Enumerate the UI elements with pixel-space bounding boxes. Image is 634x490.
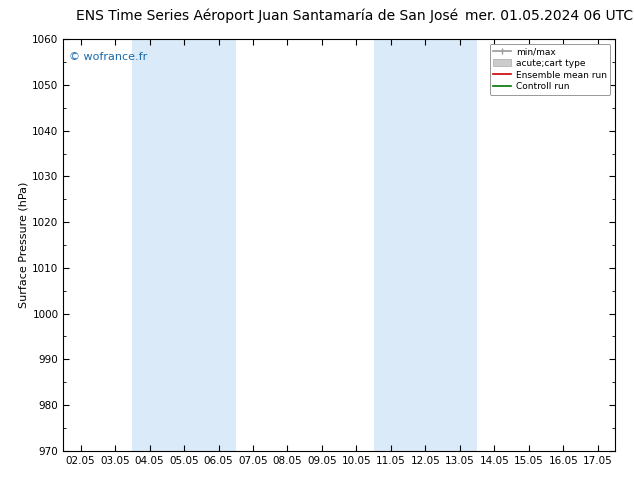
Bar (133, 39, 236, 451)
Legend: min/max, acute;cart type, Ensemble mean run, Controll run: min/max, acute;cart type, Ensemble mean … (489, 44, 611, 95)
Text: © wofrance.fr: © wofrance.fr (69, 51, 147, 62)
Text: mer. 01.05.2024 06 UTC: mer. 01.05.2024 06 UTC (465, 9, 633, 23)
Bar (373, 39, 477, 451)
Text: ENS Time Series Aéroport Juan Santamaría de San José: ENS Time Series Aéroport Juan Santamaría… (77, 8, 458, 23)
Y-axis label: Surface Pressure (hPa): Surface Pressure (hPa) (18, 182, 28, 308)
